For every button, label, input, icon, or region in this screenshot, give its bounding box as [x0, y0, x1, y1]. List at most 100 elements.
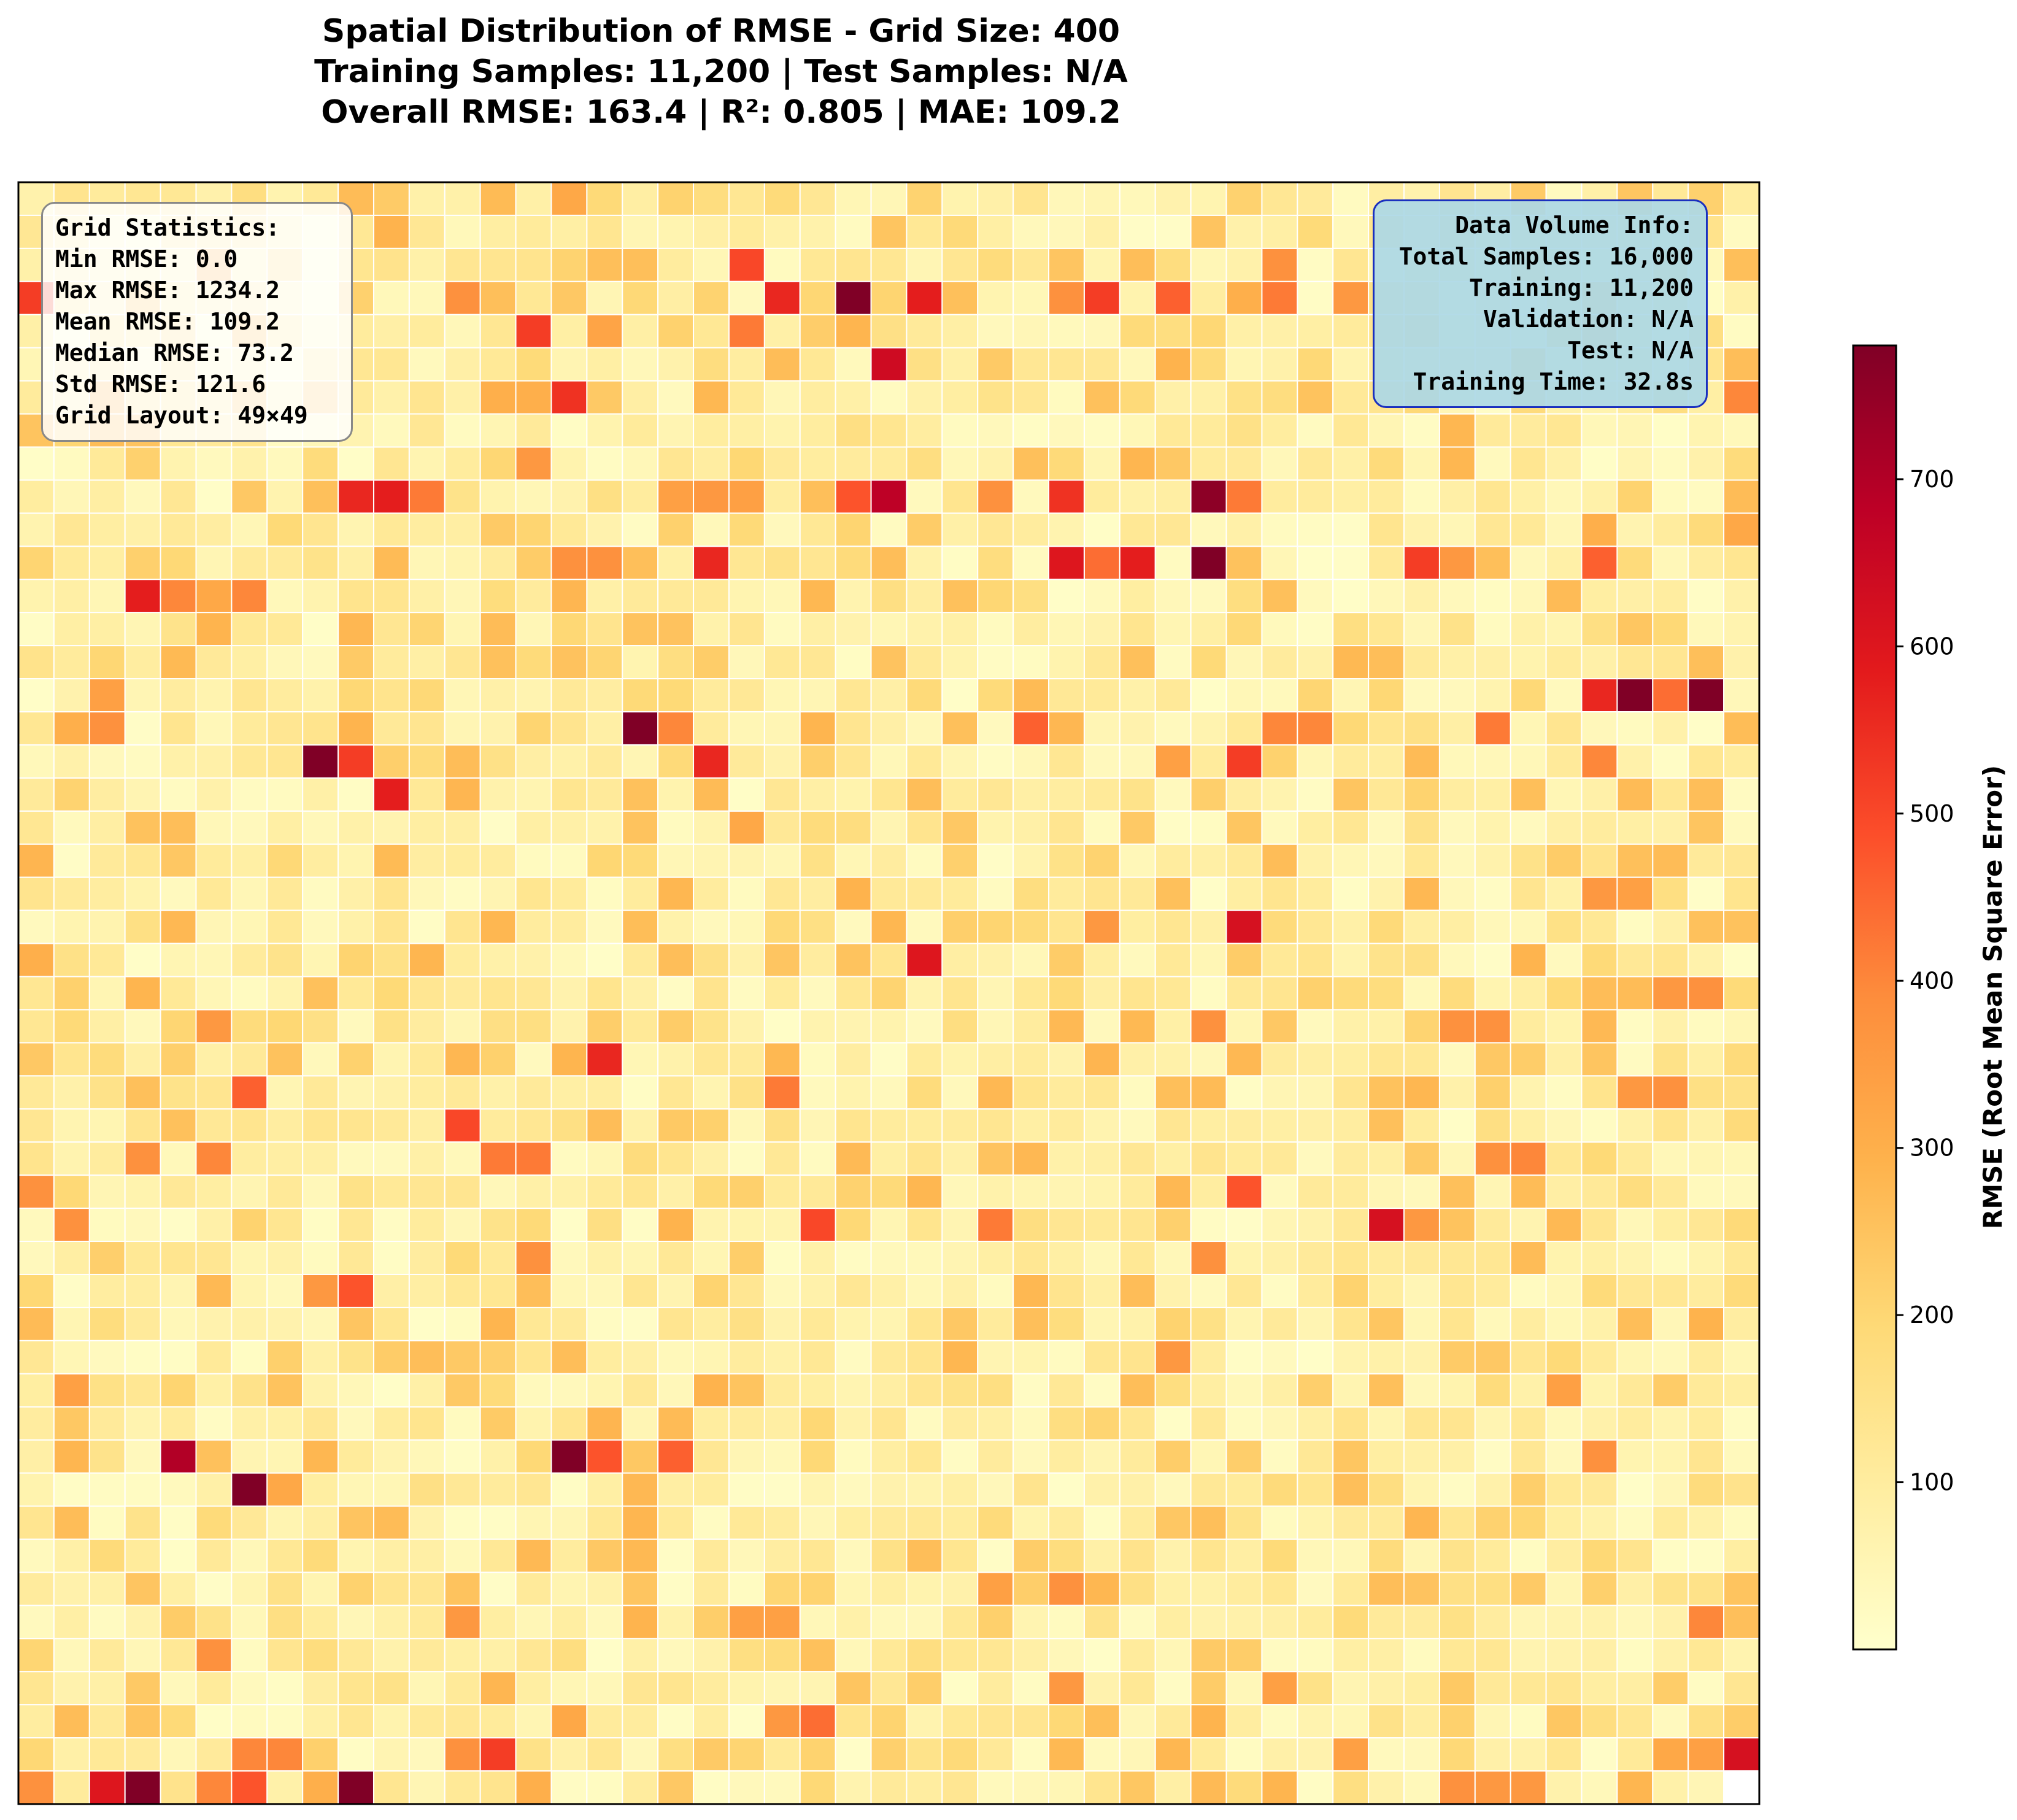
heatmap-cell — [586, 1704, 623, 1739]
heatmap-cell — [1261, 512, 1298, 547]
heatmap-cell — [1332, 645, 1370, 680]
heatmap-cell — [1297, 843, 1334, 878]
heatmap-cell — [1154, 744, 1192, 779]
heatmap-cell — [1368, 943, 1405, 977]
heatmap-cell — [515, 711, 552, 746]
heatmap-cell — [1083, 810, 1120, 845]
heatmap-cell — [195, 1340, 233, 1375]
heatmap-cell — [302, 1638, 339, 1673]
heatmap-cell — [906, 1075, 943, 1110]
heatmap-cell — [1687, 744, 1725, 779]
heatmap-cell — [763, 1042, 801, 1077]
heatmap-cell — [835, 612, 872, 647]
heatmap-cell — [870, 512, 908, 547]
heatmap-cell — [1261, 1373, 1298, 1408]
heatmap-cell — [1474, 1241, 1511, 1275]
heatmap-cell — [160, 1571, 197, 1606]
heatmap-cell — [550, 479, 588, 514]
heatmap-cell — [266, 512, 304, 547]
heatmap-cell — [763, 1174, 801, 1209]
heatmap-cell — [53, 1538, 90, 1573]
heatmap-cell — [977, 347, 1014, 382]
heatmap-cell — [1368, 1472, 1405, 1507]
heatmap-cell — [1297, 182, 1334, 216]
heatmap-cell — [1438, 1472, 1476, 1507]
heatmap-cell — [1154, 1439, 1192, 1474]
heatmap-cell — [1012, 976, 1050, 1011]
heatmap-cell — [1154, 645, 1192, 680]
heatmap-cell — [1723, 347, 1761, 382]
heatmap-cell — [1012, 512, 1050, 547]
heatmap-cell — [622, 744, 659, 779]
heatmap-cell — [1687, 1306, 1725, 1341]
heatmap-cell — [18, 612, 55, 647]
heatmap-cell — [18, 546, 55, 580]
heatmap-cell — [444, 1406, 481, 1441]
heatmap-cell — [1119, 1505, 1156, 1540]
heatmap-cell — [372, 744, 410, 779]
heatmap-cell — [408, 1704, 445, 1739]
heatmap-cell — [160, 1208, 197, 1243]
heatmap-cell — [444, 1075, 481, 1110]
heatmap-cell — [124, 1340, 161, 1375]
heatmap-cell — [1332, 678, 1370, 713]
heatmap-cell — [728, 876, 765, 911]
heatmap-cell — [941, 1472, 979, 1507]
heatmap-cell — [835, 1141, 872, 1176]
heatmap-cell — [763, 1472, 801, 1507]
heatmap-cell — [550, 280, 588, 315]
heatmap-cell — [53, 512, 90, 547]
heatmap-cell — [302, 1273, 339, 1308]
heatmap-cell — [408, 314, 445, 349]
heatmap-cell — [515, 413, 552, 448]
heatmap-cell — [941, 810, 979, 845]
heatmap-cell — [1616, 1605, 1654, 1640]
heatmap-cell — [1225, 1208, 1263, 1243]
heatmap-cell — [906, 247, 943, 282]
heatmap-cell — [337, 1638, 374, 1673]
heatmap-cell — [372, 843, 410, 878]
heatmap-cell — [835, 1009, 872, 1044]
colorbar-tick-label: 700 — [1910, 466, 1954, 493]
heatmap-cell — [693, 1770, 730, 1805]
heatmap-cell — [18, 1439, 55, 1474]
heatmap-cell — [408, 645, 445, 680]
heatmap-cell — [1474, 1340, 1511, 1375]
heatmap-cell — [408, 380, 445, 415]
heatmap-cell — [1616, 645, 1654, 680]
heatmap-cell — [1083, 1638, 1120, 1673]
heatmap-cell — [408, 1273, 445, 1308]
heatmap-cell — [408, 347, 445, 382]
heatmap-cell — [1723, 1241, 1761, 1275]
heatmap-cell — [799, 1273, 836, 1308]
heatmap-cell — [870, 645, 908, 680]
heatmap-cell — [53, 744, 90, 779]
heatmap-cell — [728, 810, 765, 845]
heatmap-cell — [799, 1208, 836, 1243]
heatmap-cell — [1119, 1439, 1156, 1474]
heatmap-cell — [1190, 843, 1227, 878]
heatmap-cell — [1332, 182, 1370, 216]
heatmap-cell — [1261, 479, 1298, 514]
heatmap-cell — [1545, 612, 1583, 647]
heatmap-cell — [1403, 1306, 1440, 1341]
heatmap-cell — [906, 976, 943, 1011]
heatmap-cell — [1225, 1174, 1263, 1209]
heatmap-cell — [1190, 810, 1227, 845]
heatmap-cell — [1261, 1671, 1298, 1706]
heatmap-cell — [1225, 579, 1263, 614]
heatmap-cell — [550, 744, 588, 779]
heatmap-cell — [88, 843, 126, 878]
heatmap-cell — [1545, 777, 1583, 812]
heatmap-cell — [763, 280, 801, 315]
heatmap-cell — [728, 579, 765, 614]
heatmap-cell — [835, 1605, 872, 1640]
heatmap-cell — [124, 976, 161, 1011]
heatmap-cell — [1190, 314, 1227, 349]
heatmap-cell — [763, 1439, 801, 1474]
heatmap-cell — [941, 380, 979, 415]
heatmap-cell — [1616, 1472, 1654, 1507]
heatmap-cell — [1723, 247, 1761, 282]
heatmap-cell — [1154, 1571, 1192, 1606]
heatmap-cell — [1225, 711, 1263, 746]
